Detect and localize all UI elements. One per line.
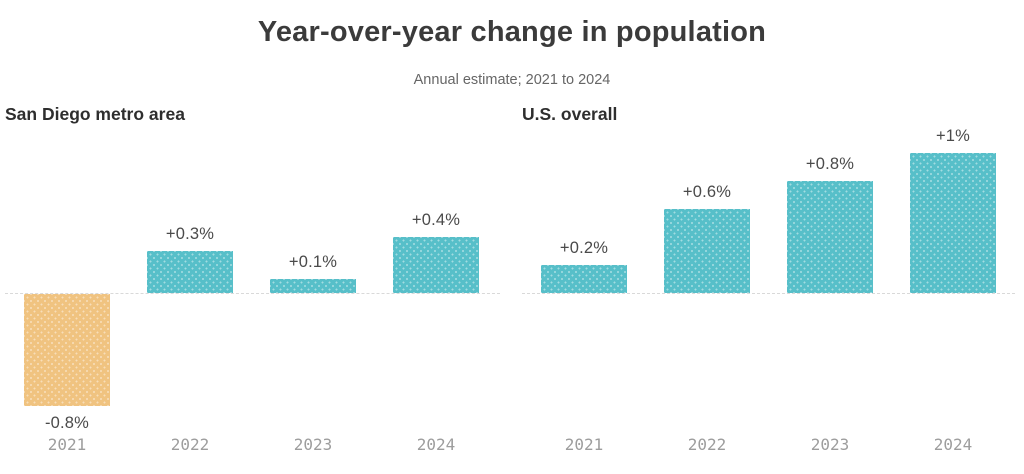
bar-2023 — [270, 279, 356, 293]
value-label: +0.3% — [165, 225, 215, 243]
value-label: +0.4% — [411, 211, 461, 229]
year-label: 2021 — [564, 435, 604, 454]
zero-baseline — [522, 293, 1015, 294]
plot-us-overall: +0.2% 2021 +0.6% 2022 +0.8% 2023 +1% 2024 — [522, 127, 1015, 474]
value-label: +0.8% — [805, 155, 855, 173]
panel-title-us-overall: U.S. overall — [522, 104, 618, 124]
value-label: -0.8% — [44, 414, 90, 432]
chart-subtitle: Annual estimate; 2021 to 2024 — [413, 72, 611, 88]
year-label: 2024 — [933, 435, 973, 454]
panel-title-san-diego: San Diego metro area — [5, 104, 185, 124]
year-label: 2022 — [687, 435, 727, 454]
zero-baseline — [5, 293, 500, 294]
value-label: +1% — [935, 127, 971, 145]
plot-san-diego: -0.8% 2021 +0.3% 2022 +0.1% 2023 +0.4% 2024 — [5, 130, 500, 474]
bar-2024 — [393, 237, 479, 293]
bar-2021 — [541, 265, 627, 293]
year-label: 2023 — [810, 435, 850, 454]
bar-2023 — [787, 181, 873, 293]
value-label: +0.1% — [288, 253, 338, 271]
year-label: 2022 — [170, 435, 210, 454]
year-label: 2023 — [293, 435, 333, 454]
year-label: 2021 — [47, 435, 87, 454]
value-label: +0.6% — [682, 183, 732, 201]
bar-2022 — [664, 209, 750, 293]
bar-2024 — [910, 153, 996, 293]
year-label: 2024 — [416, 435, 456, 454]
value-label: +0.2% — [559, 239, 609, 257]
chart-title: Year-over-year change in population — [257, 16, 767, 48]
bar-2022 — [147, 251, 233, 293]
bar-2021 — [24, 294, 110, 406]
